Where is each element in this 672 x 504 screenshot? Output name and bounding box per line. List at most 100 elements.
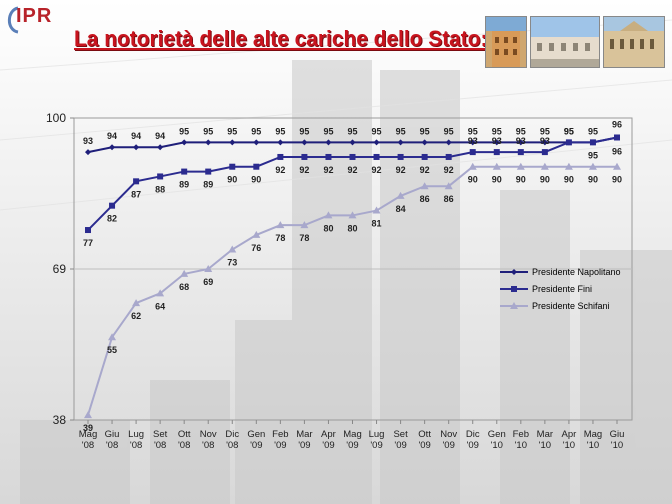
x-tick-label: '08	[106, 440, 118, 451]
x-tick-label: '09	[322, 440, 334, 451]
data-label: 84	[396, 204, 406, 214]
data-point	[373, 139, 380, 146]
data-point	[301, 153, 308, 160]
data-point	[252, 230, 261, 238]
data-point	[85, 149, 91, 156]
data-point	[373, 153, 380, 160]
data-point	[564, 162, 573, 170]
x-tick-label: Mag	[79, 429, 97, 440]
data-point	[421, 139, 428, 146]
data-point	[613, 162, 621, 170]
data-point	[493, 139, 500, 146]
data-label: 86	[444, 194, 454, 204]
data-label: 95	[203, 126, 213, 136]
x-tick-label: '08	[82, 440, 94, 451]
data-point	[421, 153, 428, 160]
x-tick-label: '09	[467, 440, 479, 451]
data-label: 95	[444, 126, 454, 136]
x-tick-label: '08	[178, 440, 190, 451]
data-point	[444, 182, 453, 190]
data-point	[420, 182, 429, 190]
data-point	[468, 162, 477, 170]
data-point	[277, 139, 284, 146]
data-point	[517, 149, 524, 156]
data-point	[565, 139, 572, 146]
data-point	[324, 211, 333, 219]
data-point	[229, 139, 236, 146]
data-point	[229, 163, 236, 170]
x-tick-label: '09	[346, 440, 358, 451]
data-point	[349, 139, 356, 146]
data-point	[180, 269, 189, 277]
data-label: 92	[420, 165, 430, 175]
data-label: 92	[444, 165, 454, 175]
data-label: 76	[251, 243, 261, 253]
data-label: 90	[612, 175, 622, 185]
x-tick-label: '09	[442, 440, 454, 451]
x-tick-label: '08	[226, 440, 238, 451]
x-tick-label: '10	[515, 440, 527, 451]
data-point	[204, 265, 213, 272]
x-tick-label: Dic	[466, 429, 480, 440]
x-tick-label: '09	[298, 440, 310, 451]
data-label: 95	[299, 126, 309, 136]
data-label: 94	[131, 131, 141, 141]
x-tick-label: Feb	[513, 429, 529, 440]
x-tick-label: Feb	[272, 429, 288, 440]
data-label: 95	[588, 150, 598, 160]
x-tick-label: '09	[394, 440, 406, 451]
data-label: 92	[275, 165, 285, 175]
x-tick-label: Mag	[584, 429, 602, 440]
y-tick-label: 69	[53, 262, 67, 276]
data-point	[276, 221, 285, 229]
data-point	[445, 139, 452, 146]
data-point	[469, 149, 476, 156]
data-point	[109, 202, 116, 209]
data-point	[277, 153, 284, 160]
data-label: 90	[564, 175, 574, 185]
data-label: 95	[564, 126, 574, 136]
x-tick-label: Mar	[537, 429, 553, 440]
x-tick-label: '10	[539, 440, 551, 451]
x-tick-label: Nov	[440, 429, 457, 440]
data-label: 95	[251, 126, 261, 136]
x-tick-label: Set	[393, 429, 408, 440]
data-point	[228, 245, 237, 253]
chart-legend: Presidente Napolitano Presidente Fini Pr…	[500, 263, 630, 314]
palazzo-icon	[603, 16, 665, 68]
data-label: 88	[155, 184, 165, 194]
data-label: 95	[323, 126, 333, 136]
data-label: 96	[612, 146, 622, 156]
data-label: 39	[83, 423, 93, 433]
x-tick-label: '10	[563, 440, 575, 451]
data-label: 90	[468, 175, 478, 185]
data-label: 93	[468, 136, 478, 146]
legend-item-schifani: Presidente Schifani	[500, 297, 630, 314]
data-point	[253, 163, 260, 170]
data-label: 78	[275, 233, 285, 243]
data-label: 94	[107, 131, 117, 141]
data-point	[325, 139, 332, 146]
x-tick-label: Apr	[321, 429, 336, 440]
data-point	[133, 178, 140, 185]
data-label: 80	[323, 223, 333, 233]
data-label: 78	[299, 233, 309, 243]
data-point	[589, 139, 596, 146]
x-tick-label: '08	[202, 440, 214, 451]
x-tick-label: '10	[491, 440, 503, 451]
data-point	[157, 173, 164, 180]
data-label: 95	[564, 126, 574, 136]
x-tick-label: '08	[130, 440, 142, 451]
data-label: 86	[420, 194, 430, 204]
data-point	[181, 168, 188, 175]
x-tick-label: Set	[153, 429, 168, 440]
data-point	[469, 139, 476, 146]
legend-label: Presidente Napolitano	[532, 266, 621, 277]
legend-label: Presidente Schifani	[532, 300, 610, 311]
data-point	[181, 139, 188, 146]
data-label: 95	[492, 126, 502, 136]
data-label: 92	[323, 165, 333, 175]
data-point	[492, 162, 501, 170]
